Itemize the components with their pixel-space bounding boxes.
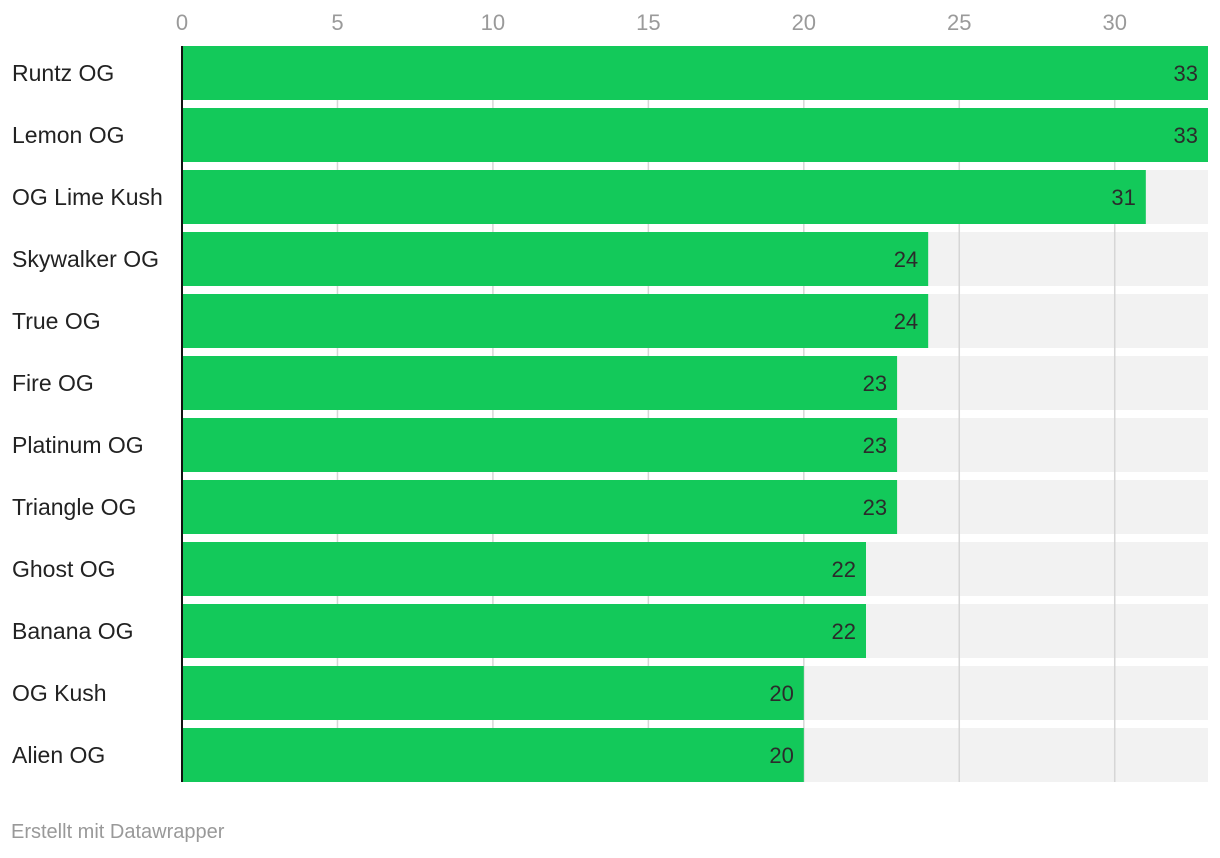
x-tick-label: 30: [1102, 10, 1126, 35]
value-label: 33: [1174, 61, 1198, 86]
bar: [182, 418, 898, 472]
value-label: 24: [894, 309, 918, 334]
value-label: 31: [1111, 185, 1135, 210]
category-label: Banana OG: [12, 618, 133, 644]
category-label: OG Kush: [12, 680, 107, 706]
category-label: Ghost OG: [12, 556, 116, 582]
value-label: 23: [863, 433, 887, 458]
bar: [182, 232, 929, 286]
value-label: 22: [832, 619, 856, 644]
bar: [182, 294, 929, 348]
x-tick-label: 15: [636, 10, 660, 35]
value-label: 20: [769, 681, 793, 706]
value-label: 23: [863, 495, 887, 520]
category-label: True OG: [12, 308, 101, 334]
bar: [182, 542, 866, 596]
category-label: Skywalker OG: [12, 246, 159, 272]
value-labels: 33 33 31 24 24 23 23 23 22 22 20 20: [769, 61, 1198, 768]
category-label: Runtz OG: [12, 60, 114, 86]
bar: [182, 604, 866, 658]
x-tick-label: 10: [481, 10, 505, 35]
x-gridlines: [336, 46, 1116, 782]
value-label: 20: [769, 743, 793, 768]
category-labels: Runtz OG Lemon OG OG Lime Kush Skywalker OG…: [12, 60, 163, 768]
bar: [182, 728, 804, 782]
bar: [182, 666, 804, 720]
category-label: Lemon OG: [12, 122, 125, 148]
bars: [182, 46, 1208, 782]
category-label: Fire OG: [12, 370, 94, 396]
value-label: 33: [1174, 123, 1198, 148]
category-label: OG Lime Kush: [12, 184, 163, 210]
x-tick-label: 5: [331, 10, 343, 35]
bar: [182, 108, 1208, 162]
value-label: 24: [894, 247, 918, 272]
category-label: Alien OG: [12, 742, 105, 768]
x-tick-label: 25: [947, 10, 971, 35]
bar: [182, 46, 1208, 100]
value-label: 22: [832, 557, 856, 582]
bar: [182, 356, 898, 410]
x-tick-label: 20: [792, 10, 816, 35]
bar: [182, 170, 1146, 224]
bar: [182, 480, 898, 534]
value-label: 23: [863, 371, 887, 396]
category-label: Triangle OG: [12, 494, 136, 520]
category-label: Platinum OG: [12, 432, 144, 458]
credit-text: Erstellt mit Datawrapper: [11, 821, 225, 843]
x-tick-label: 0: [176, 10, 188, 35]
x-axis-ticks: 0 5 10 15 20 25 30: [176, 10, 1127, 35]
